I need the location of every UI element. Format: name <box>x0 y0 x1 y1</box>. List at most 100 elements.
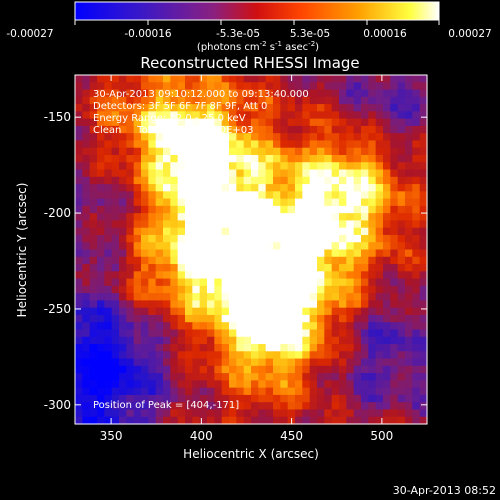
heatmap-cell <box>192 205 201 214</box>
heatmap-cell <box>353 133 362 142</box>
heatmap-cell <box>163 264 171 272</box>
heatmap-cell <box>97 256 105 265</box>
heatmap-cell <box>236 387 245 396</box>
heatmap-cell <box>243 147 252 156</box>
heatmap-cell <box>339 111 347 120</box>
heatmap-cell <box>163 256 171 265</box>
heatmap-cell <box>141 220 149 229</box>
heatmap-cell <box>405 82 413 91</box>
heatmap-cell <box>375 125 384 134</box>
heatmap-cell <box>97 147 105 156</box>
heatmap-cell <box>265 285 274 294</box>
heatmap-cell <box>317 234 325 243</box>
heatmap-cell <box>177 365 186 374</box>
heatmap-cell <box>221 75 230 83</box>
heatmap-cell <box>419 271 428 280</box>
heatmap-cell <box>251 96 259 105</box>
heatmap-cell <box>419 89 428 98</box>
heatmap-cell <box>346 242 355 251</box>
heatmap-cell <box>148 242 157 251</box>
heatmap-cell <box>170 162 179 171</box>
heatmap-cell <box>331 256 340 265</box>
heatmap-cell <box>111 351 120 360</box>
heatmap-cell <box>148 322 157 331</box>
heatmap-cell <box>375 329 384 338</box>
heatmap-cell <box>383 147 391 156</box>
heatmap-cell <box>397 184 406 192</box>
heatmap-cell <box>383 264 391 272</box>
heatmap-cell <box>419 213 428 222</box>
heatmap-cell <box>148 75 157 83</box>
heatmap-cell <box>119 409 127 418</box>
heatmap-cell <box>375 111 384 120</box>
heatmap-cell <box>243 191 252 200</box>
heatmap-cell <box>111 314 120 323</box>
heatmap-cell <box>163 249 171 258</box>
heatmap-cell <box>207 307 215 316</box>
heatmap-cell <box>148 89 157 98</box>
heatmap-cell <box>229 133 237 142</box>
heatmap-cell <box>119 264 127 272</box>
heatmap-cell <box>361 416 369 425</box>
heatmap-cell <box>104 75 113 83</box>
heatmap-cell <box>280 234 289 243</box>
heatmap-cell <box>324 205 333 214</box>
heatmap-cell <box>353 198 362 207</box>
heatmap-cell <box>177 300 186 309</box>
heatmap-cell <box>383 118 391 127</box>
heatmap-cell <box>243 227 252 236</box>
heatmap-cell <box>207 373 215 381</box>
heatmap-cell <box>383 344 391 352</box>
heatmap-cell <box>273 162 281 171</box>
heatmap-cell <box>295 169 303 178</box>
heatmap-cell <box>163 402 171 411</box>
heatmap-cell <box>133 264 142 272</box>
heatmap-cell <box>148 205 157 214</box>
heatmap-cell <box>412 89 421 98</box>
heatmap-cell <box>119 154 127 163</box>
heatmap-cell <box>207 285 215 294</box>
heatmap-cell <box>119 176 127 185</box>
heatmap-cell <box>397 300 406 309</box>
heatmap-cell <box>258 82 267 91</box>
heatmap-cell <box>163 271 171 280</box>
heatmap-cell <box>295 125 303 134</box>
heatmap-cell <box>273 140 281 149</box>
heatmap-cell <box>133 307 142 316</box>
heatmap-cell <box>243 307 252 316</box>
heatmap-cell <box>251 104 259 112</box>
heatmap-cell <box>214 220 223 229</box>
heatmap-cell <box>82 220 91 229</box>
heatmap-cell <box>346 169 355 178</box>
heatmap-cell <box>89 213 98 222</box>
heatmap-cell <box>192 220 201 229</box>
heatmap-cell <box>75 227 83 236</box>
heatmap-cell <box>309 169 318 178</box>
heatmap-cell <box>104 373 113 381</box>
heatmap-cell <box>229 351 237 360</box>
heatmap-cell <box>287 162 296 171</box>
heatmap-cell <box>368 322 377 331</box>
heatmap-cell <box>346 278 355 287</box>
heatmap-cell <box>361 176 369 185</box>
heatmap-cell <box>258 104 267 112</box>
heatmap-cell <box>287 293 296 301</box>
heatmap-cell <box>141 322 149 331</box>
heatmap-cell <box>141 416 149 425</box>
heatmap-cell <box>192 96 201 105</box>
heatmap-cell <box>155 111 164 120</box>
heatmap-cell <box>324 402 333 411</box>
heatmap-cell <box>419 118 428 127</box>
heatmap-cell <box>346 402 355 411</box>
heatmap-cell <box>141 176 149 185</box>
heatmap-cell <box>163 176 171 185</box>
heatmap-cell <box>170 416 179 425</box>
heatmap-cell <box>324 365 333 374</box>
heatmap-cell <box>287 300 296 309</box>
heatmap-cell <box>390 133 399 142</box>
heatmap-cell <box>405 169 413 178</box>
heatmap-cell <box>419 409 428 418</box>
heatmap-cell <box>170 75 179 83</box>
heatmap-cell <box>361 322 369 331</box>
y-tick-label: -200 <box>44 206 71 220</box>
